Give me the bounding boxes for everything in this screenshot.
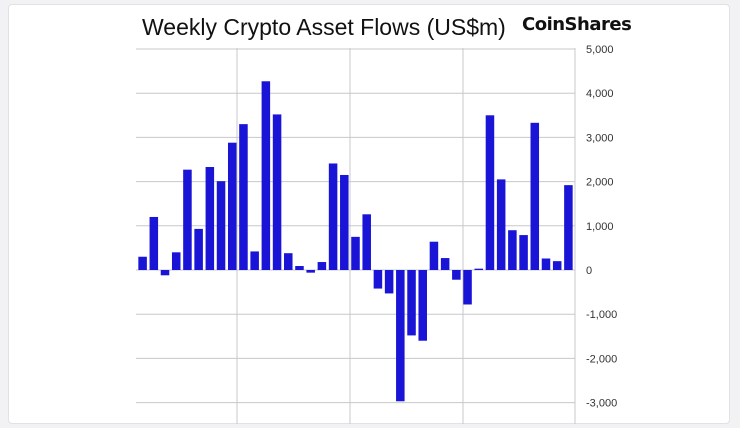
bar [552,261,562,270]
bar [138,256,147,270]
chart-title: Weekly Crypto Asset Flows (US$m) [142,14,506,40]
bar [171,252,181,270]
bar [261,81,271,271]
bar [328,163,338,270]
y-tick-label: 5,000 [586,44,614,56]
y-tick-label: -2,000 [586,353,617,365]
y-tick-label: -1,000 [586,309,617,321]
y-tick-label: 4,000 [586,88,614,100]
bar [429,241,439,270]
bar [351,236,360,270]
bar [306,270,315,273]
bar [440,258,450,270]
bar [216,181,226,270]
bar [384,270,394,294]
bar [272,114,282,270]
bars-layer [138,81,573,402]
bar [541,258,551,270]
bar [317,262,327,270]
bar [564,185,573,270]
bar [160,270,170,276]
bar [463,270,472,305]
bar [205,167,215,270]
bar [239,124,248,270]
bar [295,266,304,270]
y-axis-ticks: 5,000 4,000 3,000 2,000 1,000 0 -1,000 -2,000 -3… [586,44,617,410]
bar [530,122,540,270]
coinshares-logo: CoinShares [522,14,632,35]
bar [373,270,383,289]
bar [227,142,237,270]
bar [452,270,461,280]
bar [485,115,495,270]
bar [362,214,371,270]
chart-card: Weekly Crypto Asset Flows (US$m) CoinSha… [8,4,730,424]
y-tick-label: 0 [586,265,592,277]
bar [340,174,349,270]
bar [508,230,517,270]
bar [418,270,427,341]
bar [183,169,192,270]
y-tick-label: -3,000 [586,398,617,410]
y-tick-label: 2,000 [586,177,614,189]
bar [396,270,405,402]
bar [519,235,528,270]
y-tick-label: 1,000 [586,221,614,233]
bar [250,251,259,270]
y-tick-label: 3,000 [586,132,614,144]
bar [194,228,203,270]
bar [407,270,416,336]
bar [474,268,484,270]
bar [496,179,506,270]
bar [284,253,293,270]
bar [149,216,159,270]
